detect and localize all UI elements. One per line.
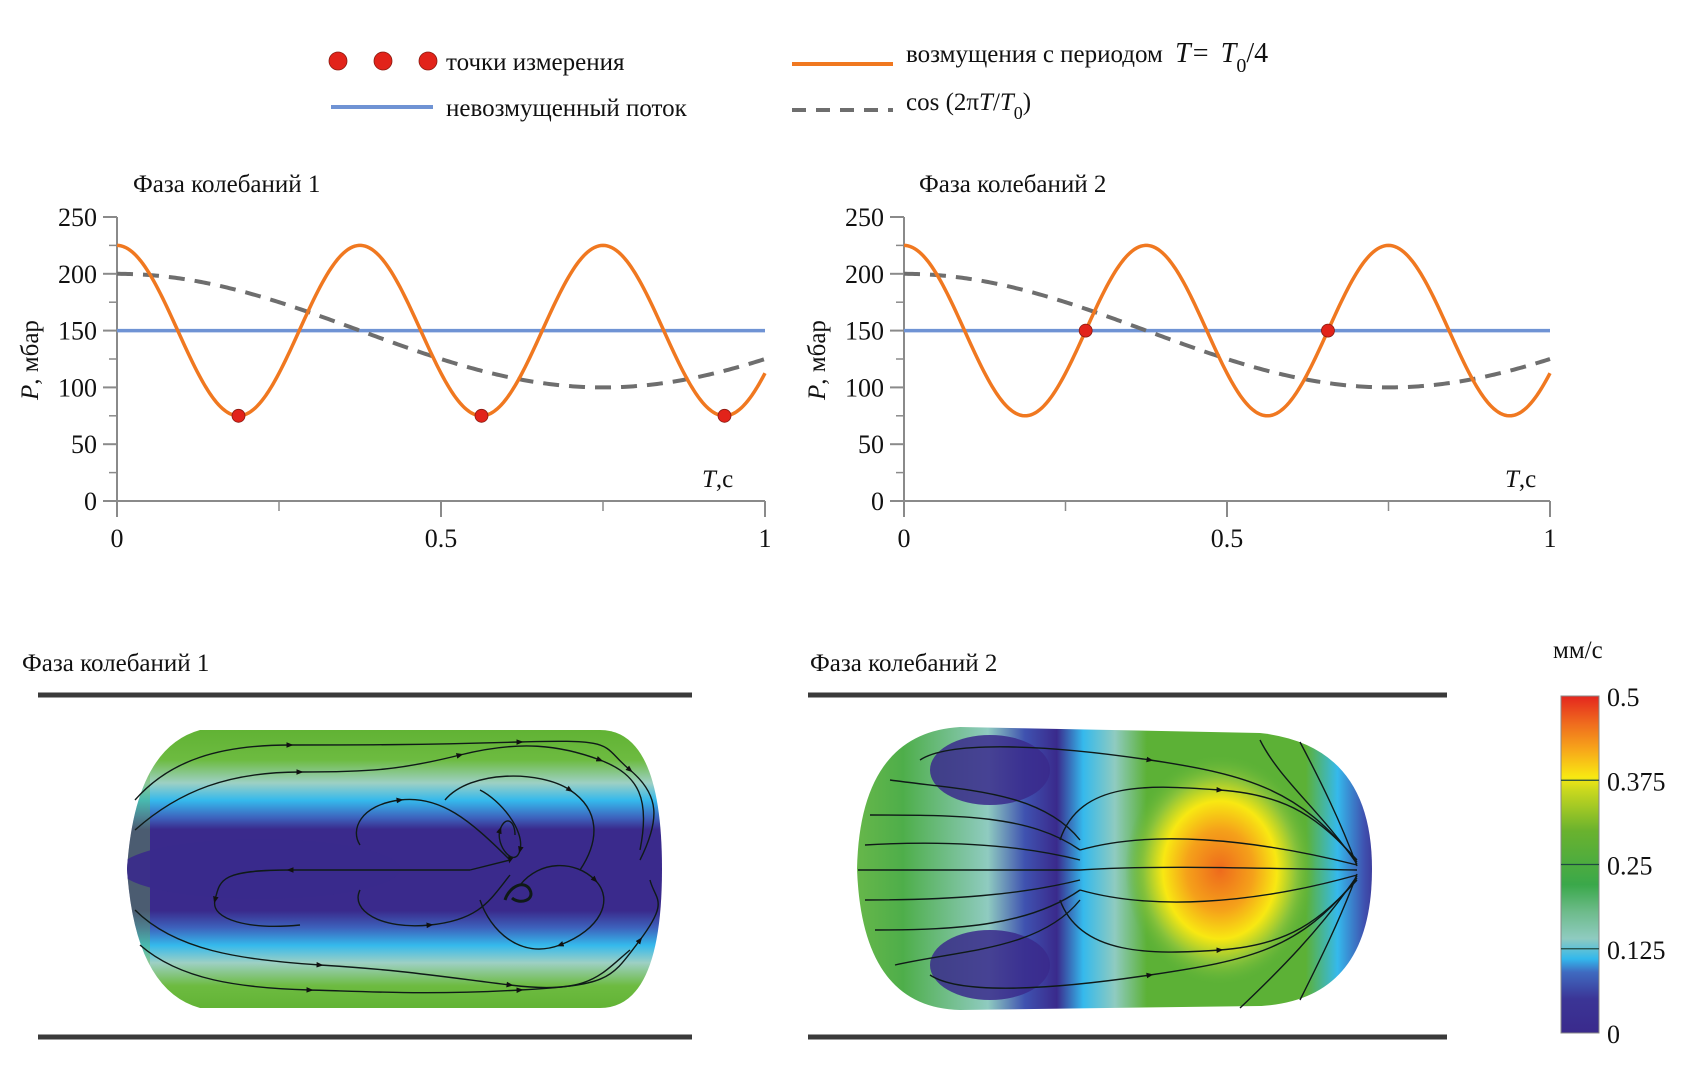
measurement-point — [474, 408, 489, 423]
y-tick-label: 100 — [845, 373, 884, 402]
flow-field-phase-2: Фаза колебаний 2 — [808, 650, 1447, 1040]
measurement-point — [1321, 323, 1335, 338]
series-layer — [116, 243, 767, 418]
flow-field-phase-1: Фаза колебаний 1 — [22, 650, 692, 1040]
y-tick-label: 150 — [58, 317, 97, 346]
y-axis-label: P, мбар — [17, 320, 44, 401]
x-tick-label: 1 — [759, 524, 772, 553]
streamlines — [858, 739, 1358, 1009]
legend-cosine-label: cos (2πT/T0) — [906, 89, 1031, 123]
axes: 0 50 100 150 200 250 0 0.5 1 — [58, 203, 772, 553]
y-tick-label: 0 — [84, 487, 97, 516]
x-tick-label: 0 — [111, 524, 124, 553]
colorbar-ticks: 0.5 0.375 0.25 0.125 0 — [1561, 683, 1666, 1049]
flow-title: Фаза колебаний 2 — [810, 650, 997, 677]
measurement-point — [1078, 323, 1093, 338]
pressure-chart-phase-2: Фаза колебаний 2 0 50 100 150 200 250 0 0.5 1 T,… — [804, 171, 1557, 553]
colorbar-tick-label: 0.25 — [1607, 852, 1653, 881]
colorbar: мм/с 0.5 0.375 0.25 0.125 0 — [1553, 637, 1666, 1049]
series-layer — [903, 243, 1552, 418]
measurement-points — [231, 408, 732, 423]
legend-item-unperturbed: невозмущенный поток — [331, 95, 688, 122]
y-tick-label: 50 — [858, 430, 884, 459]
perturbation-line — [116, 243, 767, 418]
y-tick-label: 150 — [845, 317, 884, 346]
y-tick-label: 250 — [58, 203, 97, 232]
legend-item-points: точки измерения — [328, 49, 625, 76]
legend-item-perturbation: возмущения с периодом T= T0/4 — [792, 38, 1268, 77]
streamlines — [134, 739, 659, 994]
x-tick-label: 0 — [898, 524, 911, 553]
y-tick-label: 0 — [871, 487, 884, 516]
legend-perturbation-label: возмущения с периодом T= T0/4 — [906, 38, 1268, 77]
x-tick-label: 0.5 — [425, 524, 458, 553]
measurement-point — [717, 408, 732, 423]
y-tick-label: 200 — [845, 260, 884, 289]
measurement-point — [231, 408, 246, 423]
x-tick-label: 1 — [1544, 524, 1557, 553]
y-axis-label: P, мбар — [804, 320, 831, 401]
cosine-reference-line — [903, 271, 1551, 390]
axes: 0 50 100 150 200 250 0 0.5 1 — [845, 203, 1557, 553]
flow-title: Фаза колебаний 1 — [22, 650, 209, 677]
pressure-chart-phase-1: Фаза колебаний 1 0 50 100 150 200 250 0 0.5 1 T,… — [17, 171, 772, 553]
chart-title: Фаза колебаний 2 — [919, 171, 1106, 198]
measurement-points — [1078, 323, 1335, 338]
y-tick-label: 250 — [845, 203, 884, 232]
legend-unperturbed-label: невозмущенный поток — [446, 95, 688, 122]
y-tick-label: 50 — [71, 430, 97, 459]
perturbation-line — [903, 243, 1552, 418]
legend-point-marker — [328, 51, 348, 71]
legend-item-cosine: cos (2πT/T0) — [792, 89, 1031, 123]
colorbar-tick-label: 0 — [1607, 1020, 1620, 1049]
colorbar-tick-label: 0.5 — [1607, 683, 1640, 712]
chart-title: Фаза колебаний 1 — [133, 171, 320, 198]
legend: точки измерения невозмущенный поток возм… — [328, 38, 1268, 123]
cosine-reference-line — [116, 271, 766, 390]
x-axis-label: T,с — [1505, 466, 1536, 493]
colorbar-tick-label: 0.125 — [1607, 936, 1666, 965]
legend-points-label: точки измерения — [446, 49, 625, 76]
x-tick-label: 0.5 — [1211, 524, 1244, 553]
colorbar-tick-label: 0.375 — [1607, 767, 1666, 796]
colorbar-unit: мм/с — [1553, 637, 1603, 664]
x-axis-label: T,с — [702, 466, 733, 493]
y-tick-label: 200 — [58, 260, 97, 289]
legend-point-marker — [373, 51, 393, 71]
legend-point-marker — [418, 51, 438, 71]
y-tick-label: 100 — [58, 373, 97, 402]
